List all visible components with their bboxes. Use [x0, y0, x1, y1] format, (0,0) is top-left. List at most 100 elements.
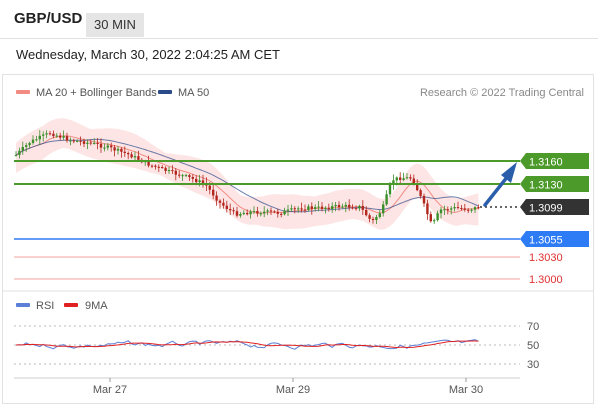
- candle-body: [147, 160, 150, 166]
- candle-body: [395, 177, 398, 181]
- candle-body: [218, 200, 222, 203]
- candle-body: [286, 209, 290, 211]
- candle-body: [42, 134, 45, 136]
- candle-body: [399, 177, 402, 180]
- x-label-mar29: Mar 29: [276, 384, 310, 396]
- candle-body: [276, 211, 279, 214]
- candle-body: [106, 145, 109, 148]
- candle-body: [137, 156, 140, 160]
- candle-body: [99, 143, 103, 148]
- candle-body: [246, 212, 249, 215]
- candle-body: [171, 170, 174, 172]
- candle-body: [446, 209, 449, 211]
- support-1-price: 1.3030: [529, 252, 563, 264]
- candle-body: [113, 147, 116, 151]
- candle-body: [133, 156, 137, 158]
- candle-body: [116, 148, 120, 151]
- candle-body: [123, 151, 126, 154]
- legend-ma20-label: MA 20 + Bollinger Bands: [36, 87, 157, 99]
- current-price-tag: 1.3099: [520, 199, 589, 215]
- candle-body: [256, 210, 259, 214]
- rsi-level-70: 70: [527, 321, 539, 333]
- forecast-arrow: [483, 174, 510, 207]
- chart-frame: [2, 74, 594, 404]
- candlesticks: [14, 130, 480, 224]
- candle-body: [35, 139, 38, 141]
- candle-body: [14, 154, 18, 156]
- timeframe-badge[interactable]: 30 MIN: [86, 13, 144, 37]
- candle-body: [55, 135, 58, 137]
- candle-body: [48, 133, 52, 135]
- candle-body: [467, 209, 470, 211]
- candle-body: [361, 205, 364, 210]
- candle-body: [164, 167, 167, 171]
- candle-body: [300, 208, 303, 210]
- candle-body: [419, 190, 422, 196]
- candle-body: [307, 206, 310, 210]
- candle-body: [341, 206, 344, 208]
- candle-body: [273, 211, 276, 213]
- candle-body: [388, 184, 392, 195]
- level-tag-1: 1.3160: [520, 153, 589, 169]
- rsi-level-50: 50: [527, 340, 539, 352]
- candle-body: [453, 207, 456, 209]
- candle-body: [337, 204, 341, 208]
- candle-body: [110, 145, 113, 148]
- candle-body: [303, 209, 307, 211]
- candle-body: [477, 207, 480, 209]
- candle-body: [266, 210, 269, 212]
- legend-swatch-ma50: [158, 90, 172, 94]
- candle-body: [65, 136, 69, 141]
- candle-body: [174, 170, 177, 175]
- candle-body: [120, 148, 123, 152]
- candle-body: [460, 208, 463, 210]
- chart-header: GBP/USD 30 MIN: [0, 0, 598, 39]
- candle-body: [409, 177, 412, 179]
- candle-body: [473, 207, 477, 210]
- candle-body: [433, 220, 436, 222]
- candle-body: [297, 208, 300, 210]
- candle-body: [198, 180, 201, 183]
- candle-body: [317, 206, 320, 208]
- candle-body: [127, 153, 130, 155]
- candle-body: [351, 207, 354, 209]
- candle-body: [181, 175, 184, 177]
- candle-body: [470, 209, 473, 211]
- candle-body: [154, 165, 157, 167]
- candle-body: [249, 211, 252, 215]
- legend-swatch-ma20: [16, 90, 30, 94]
- candle-body: [392, 180, 395, 185]
- candle-body: [358, 205, 361, 209]
- candle-body: [269, 210, 273, 212]
- candle-body: [45, 133, 48, 135]
- candle-body: [25, 145, 28, 147]
- candle-body: [38, 135, 41, 140]
- legend-ma50-label: MA 50: [178, 87, 209, 99]
- candle-body: [259, 213, 262, 215]
- candle-body: [416, 183, 419, 191]
- candle-body: [79, 140, 82, 142]
- candle-body: [69, 140, 72, 142]
- candle-body: [324, 207, 327, 209]
- candle-body: [52, 133, 55, 137]
- ma9-legend-label: 9MA: [85, 300, 108, 312]
- candle-body: [150, 165, 154, 167]
- candle-body: [96, 142, 99, 144]
- candle-body: [280, 213, 283, 215]
- x-label-mar30: Mar 30: [449, 384, 483, 396]
- candle-body: [450, 208, 453, 210]
- candle-body: [378, 213, 381, 217]
- candle-body: [310, 206, 313, 209]
- candle-body: [222, 202, 225, 206]
- candle-body: [327, 207, 330, 209]
- candle-body: [439, 209, 443, 214]
- candle-body: [375, 216, 378, 221]
- instrument-symbol: GBP/USD: [14, 10, 83, 27]
- candle-body: [290, 208, 293, 210]
- candle-body: [242, 212, 245, 214]
- forecast-arrow-head: [501, 162, 517, 183]
- candle-body: [348, 204, 351, 208]
- candle-body: [263, 211, 266, 214]
- candle-body: [354, 208, 358, 210]
- candle-body: [93, 142, 96, 144]
